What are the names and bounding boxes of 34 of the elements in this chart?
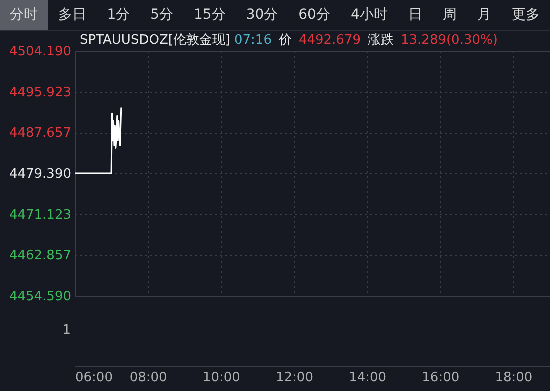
text: 价 [278, 33, 292, 48]
line-series [74, 107, 122, 174]
text: 日 [407, 6, 424, 25]
text: 13.289(0.30%) [401, 33, 498, 48]
x-tick-label: 06:00 [76, 370, 113, 386]
text: 30分 [245, 6, 280, 25]
text: 分时 [0, 0, 48, 30]
text: 周 [442, 6, 458, 25]
y-tick-label: 4454.590 [9, 290, 72, 304]
x-tick-label: 08:00 [130, 370, 168, 386]
text: 5分 [150, 6, 175, 25]
x-tick-label: 12:00 [276, 370, 314, 386]
text: 15分 [193, 6, 227, 25]
text: 07:16 [234, 33, 272, 48]
x-tick-label: 16:00 [422, 370, 460, 386]
text: 4492.679 [298, 33, 361, 48]
text: 60分 [298, 6, 332, 25]
x-tick-label: 14:00 [349, 370, 387, 386]
y-tick-label: 4479.390 [9, 167, 72, 182]
text: 1 [62, 323, 71, 339]
y-tick-label: 4504.190 [9, 44, 72, 60]
text: 涨跌 [368, 33, 394, 48]
y-tick-label: 4487.657 [9, 126, 72, 142]
text: 4小时 [350, 6, 389, 25]
text: 更多 [510, 6, 541, 25]
chart-title: SPTAUUSDOZ[伦敦金现] [80, 33, 230, 48]
y-tick-label: 4471.123 [9, 208, 72, 223]
y-tick-label: 4462.857 [9, 248, 72, 264]
x-tick-label: 10:00 [202, 370, 240, 386]
x-tick-label: 18:00 [495, 370, 533, 386]
y-tick-label: 4495.923 [9, 85, 72, 100]
text: 多日 [58, 6, 88, 25]
text: 1分 [106, 6, 132, 25]
text: 月 [476, 6, 492, 25]
